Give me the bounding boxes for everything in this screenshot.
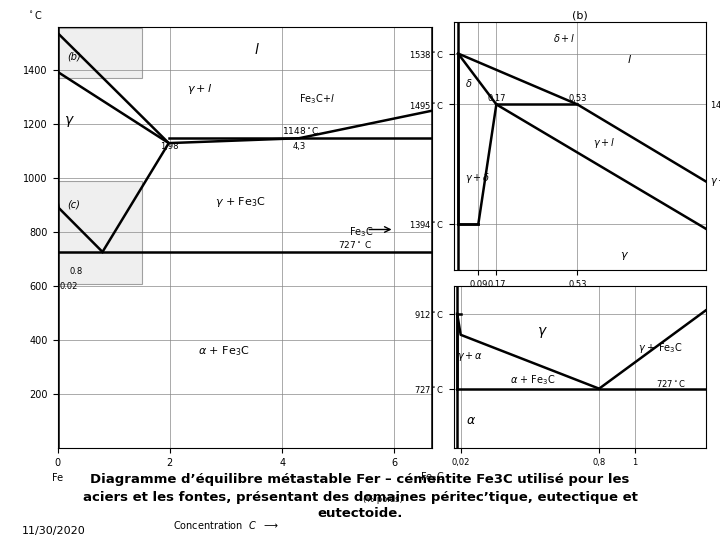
Text: $\gamma$: $\gamma$ bbox=[64, 114, 75, 129]
Text: 727$^\circ$C: 727$^\circ$C bbox=[656, 379, 685, 389]
Text: $\gamma + l$: $\gamma + l$ bbox=[186, 82, 212, 96]
Text: $\gamma + \alpha$: $\gamma + \alpha$ bbox=[457, 350, 483, 363]
Text: Concentration  $C$  $\longrightarrow$: Concentration $C$ $\longrightarrow$ bbox=[174, 519, 279, 531]
Text: Fe: Fe bbox=[52, 472, 63, 483]
Text: 1495$^\circ$C: 1495$^\circ$C bbox=[710, 99, 720, 110]
Title: (b): (b) bbox=[572, 11, 588, 21]
Text: (b): (b) bbox=[68, 51, 81, 62]
Text: Diagramme d’équilibre métastable Fer – cémentite Fe3C utilisé pour les: Diagramme d’équilibre métastable Fer – c… bbox=[90, 473, 630, 487]
Text: (% poids): (% poids) bbox=[364, 495, 403, 504]
Text: 727$^\circ$ C: 727$^\circ$ C bbox=[338, 239, 373, 251]
Text: 0.8: 0.8 bbox=[70, 267, 84, 276]
Text: $^\circ$C: $^\circ$C bbox=[27, 9, 43, 21]
Text: $l$: $l$ bbox=[627, 53, 632, 65]
Text: $\gamma + l$: $\gamma + l$ bbox=[710, 174, 720, 188]
Text: $\delta$: $\delta$ bbox=[465, 77, 472, 89]
Text: $l$: $l$ bbox=[254, 42, 260, 57]
Text: $\alpha$ + Fe$_3$C: $\alpha$ + Fe$_3$C bbox=[198, 343, 249, 357]
Text: $\gamma$ + Fe$_3$C: $\gamma$ + Fe$_3$C bbox=[638, 341, 683, 355]
Text: $\alpha$ + Fe$_3$C: $\alpha$ + Fe$_3$C bbox=[510, 373, 556, 387]
Text: $\gamma + l$: $\gamma + l$ bbox=[593, 136, 616, 150]
Text: $\gamma + \delta$: $\gamma + \delta$ bbox=[465, 171, 490, 185]
Text: aciers et les fontes, présentant des domaines péritec’tique, eutectique et: aciers et les fontes, présentant des dom… bbox=[83, 491, 637, 504]
Text: $\gamma$: $\gamma$ bbox=[620, 250, 629, 262]
Text: 0.02: 0.02 bbox=[59, 282, 78, 291]
Text: $\gamma$: $\gamma$ bbox=[537, 325, 548, 340]
Text: $\gamma$ + Fe$_3$C: $\gamma$ + Fe$_3$C bbox=[215, 195, 266, 209]
Text: 4,3: 4,3 bbox=[292, 142, 305, 151]
Text: eutectoide.: eutectoide. bbox=[318, 507, 402, 521]
Bar bbox=[58, 28, 142, 78]
Bar bbox=[58, 181, 142, 284]
Text: Fe$_3$C$+l$: Fe$_3$C$+l$ bbox=[299, 92, 335, 106]
Text: 1,98: 1,98 bbox=[160, 142, 179, 151]
Text: $\delta + l$: $\delta + l$ bbox=[553, 32, 575, 44]
Text: 11/30/2020: 11/30/2020 bbox=[22, 525, 86, 536]
Text: (c): (c) bbox=[68, 200, 81, 210]
Text: 1148$^\circ$C: 1148$^\circ$C bbox=[282, 125, 320, 137]
Text: Fe$_3$C: Fe$_3$C bbox=[349, 225, 374, 239]
Text: 0,17: 0,17 bbox=[487, 94, 505, 103]
Text: 0,53: 0,53 bbox=[568, 94, 587, 103]
Text: $\alpha$: $\alpha$ bbox=[466, 414, 476, 427]
Text: Fe$_3$C: Fe$_3$C bbox=[420, 470, 444, 484]
